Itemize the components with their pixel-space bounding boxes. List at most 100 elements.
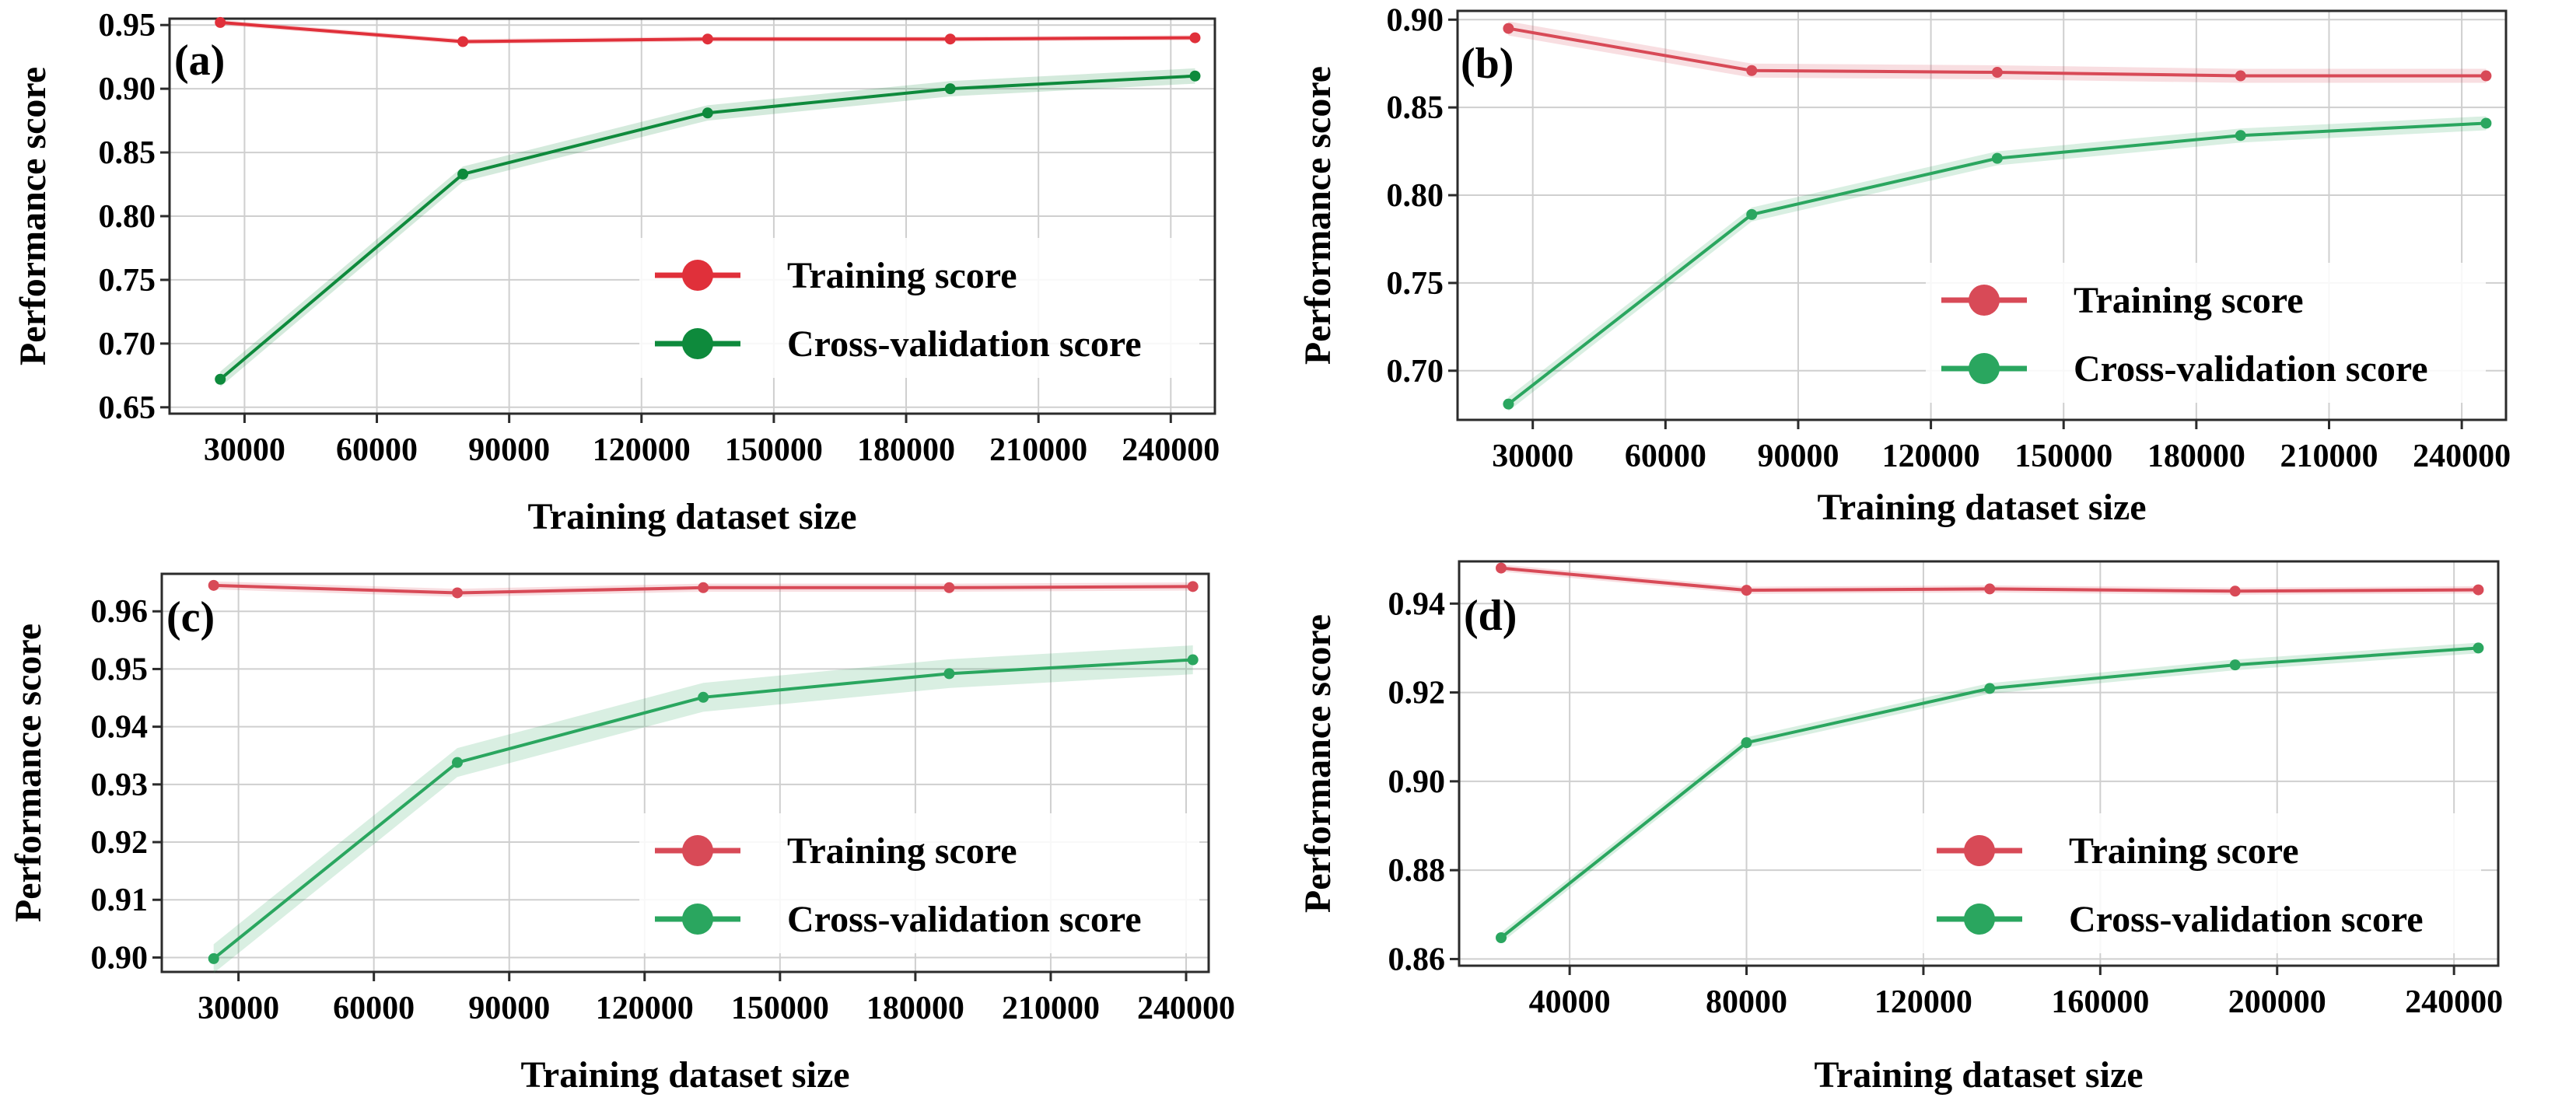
chart-panel-4: 0.86 0.88 0.90 0.92 0.94 40000 80000 120000 1600… [1297,560,2503,1096]
data-point [943,668,955,680]
y-tick-label: 0.90 [99,72,156,107]
legend-label: Cross-validation score [2074,348,2428,390]
legend-label: Cross-validation score [787,323,1142,365]
y-tick-label: 0.85 [1387,90,1444,126]
y-tick-label: 0.86 [1388,942,1446,977]
data-point [702,33,713,45]
x-axis: 30000 60000 90000 120000 150000 180000 210000 2… [1492,420,2511,474]
x-tick-label: 150000 [731,991,829,1026]
x-axis: 30000 60000 90000 120000 150000 180000 210000 2… [204,414,1220,468]
series-training [215,16,1201,47]
legend-label: Cross-validation score [787,899,1142,940]
legend-label: Training score [2069,830,2299,872]
series-cross-validation [1496,642,2484,943]
x-tick-label: 200000 [2228,984,2326,1020]
x-tick-label: 90000 [1757,439,1839,474]
data-point [457,36,469,47]
y-tick-label: 0.75 [99,263,156,299]
x-tick-label: 160000 [2051,984,2149,1020]
y-tick-label: 0.65 [99,390,156,426]
legend-swatch-marker [1969,285,2000,316]
y-axis-label: Performance score [12,67,54,365]
y-axis: 0.90 0.91 0.92 0.93 0.94 0.95 0.96 [91,594,162,976]
y-tick-label: 0.95 [99,8,156,44]
data-point [1503,398,1514,410]
y-tick-label: 0.80 [99,199,156,235]
x-tick-label: 40000 [1529,984,1611,1020]
series-training [1503,21,2492,83]
x-tick-label: 80000 [1706,984,1787,1020]
data-point [698,582,709,593]
y-tick-label: 0.75 [1387,266,1444,302]
x-tick-label: 120000 [1882,439,1980,474]
legend-label: Training score [787,255,1017,296]
x-tick-label: 60000 [336,432,418,468]
legend-swatch-marker [682,260,713,291]
x-tick-label: 60000 [1625,439,1706,474]
series-training [1496,562,2484,597]
panel-label: (b) [1461,40,1514,88]
data-point [215,373,226,385]
x-tick-label: 90000 [468,432,550,468]
x-tick-label: 30000 [1492,439,1573,474]
x-axis-label: Training dataset size [527,496,856,537]
legend-swatch-marker [682,904,713,935]
data-point [2235,70,2246,82]
legend: Training score Cross-validation score [639,813,1199,953]
series-training [208,579,1199,599]
data-point [2235,130,2246,142]
x-axis-label: Training dataset size [1817,487,2146,528]
legend-label: Cross-validation score [2069,899,2424,940]
y-tick-label: 0.80 [1387,178,1444,214]
data-point [2473,642,2484,654]
confidence-band [213,645,1193,973]
data-point [208,952,219,964]
legend-box [639,238,1199,378]
data-point [2229,659,2241,671]
panel-label: (a) [174,37,225,85]
data-point [1741,585,1752,596]
legend-swatch-marker [682,835,713,866]
y-tick-label: 0.70 [1387,354,1444,390]
legend-swatch-marker [1969,353,2000,384]
legend-swatch-marker [1964,835,1995,866]
panel-label: (c) [166,593,215,641]
y-tick-label: 0.85 [99,135,156,171]
data-point [215,16,226,28]
data-point [1984,683,1996,694]
legend-label: Training score [2074,280,2304,321]
x-tick-label: 210000 [989,432,1087,468]
x-tick-label: 180000 [2147,439,2245,474]
data-point [1187,654,1199,666]
y-tick-label: 0.91 [91,883,149,918]
data-point [1496,932,1507,943]
data-point [943,582,955,593]
data-point [944,33,956,45]
x-axis: 40000 80000 120000 160000 200000 240000 [1529,966,2503,1020]
chart-panel-1: 0.65 0.70 0.75 0.80 0.85 0.90 0.95 30000 60000 90… [12,8,1220,537]
y-axis-label: Performance score [8,624,49,922]
data-point [1746,65,1758,76]
legend-box [1921,813,2481,953]
data-point [1741,737,1752,749]
legend-label: Training score [787,830,1017,872]
legend-swatch-marker [1964,904,1995,935]
data-point [1189,32,1201,44]
y-tick-label: 0.92 [1388,676,1446,711]
data-point [2480,70,2492,82]
data-point [1746,208,1758,220]
x-tick-label: 120000 [596,991,694,1026]
data-point [702,107,713,119]
x-tick-label: 60000 [333,991,415,1026]
legend: Training score Cross-validation score [1926,263,2486,403]
data-point [208,579,219,591]
chart-panel-3: 0.90 0.91 0.92 0.93 0.94 0.95 0.96 30000 60000 90… [8,572,1235,1096]
x-tick-label: 240000 [1122,432,1220,468]
data-point [2473,584,2484,596]
panel-label: (d) [1464,592,1517,640]
x-tick-label: 180000 [866,991,964,1026]
data-point [1991,152,2003,164]
y-tick-label: 0.90 [91,940,149,976]
series-cross-validation [208,645,1199,973]
